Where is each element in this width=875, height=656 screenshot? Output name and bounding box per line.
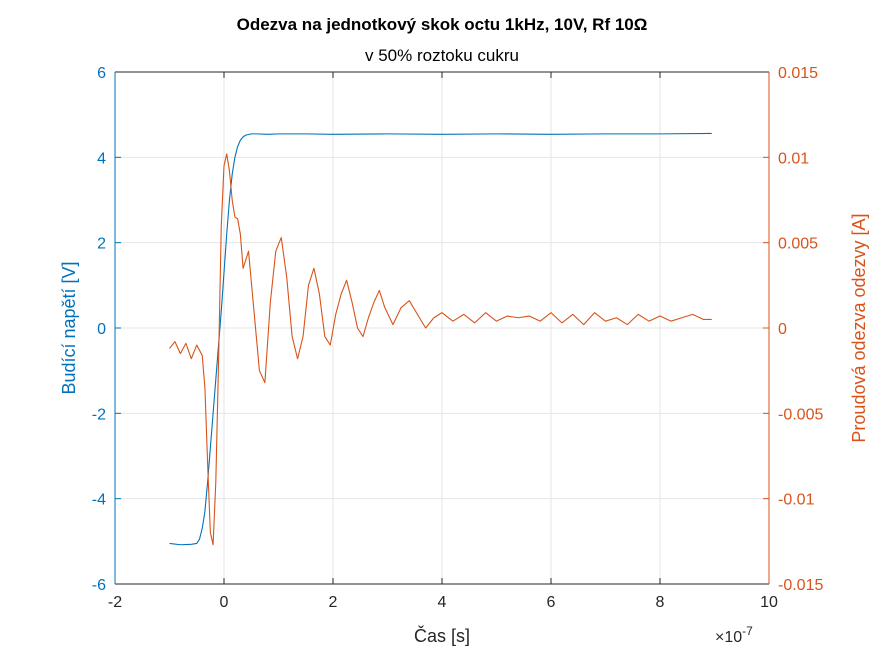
x-tick-label: -2 — [108, 594, 122, 611]
y-left-tick-label: 6 — [97, 65, 106, 82]
chart-title: Odezva na jednotkový skok octu 1kHz, 10V… — [237, 15, 648, 34]
axes: -2 0 2 4 6 8 10 -6 -4 -2 0 2 4 6 -0.015 -0.01 -0.005 0 0.0… — [92, 65, 824, 611]
y-right-tick-label: -0.005 — [778, 406, 823, 423]
y-left-tick-label: -2 — [92, 406, 106, 423]
x-exponent-base: ×10 — [715, 629, 742, 646]
grid — [114, 71, 770, 585]
y-left-axis-label: Budící napětí [V] — [59, 261, 79, 394]
y-right-axis-label: Proudová odezva odezvy [A] — [849, 213, 869, 442]
y-right-tick-label: 0.005 — [778, 236, 818, 253]
y-right-tick-label: -0.015 — [778, 577, 823, 594]
x-axis-label: Čas [s] — [414, 625, 470, 646]
y-right-tick-label: 0.015 — [778, 65, 818, 82]
x-tick-label: 6 — [547, 594, 556, 611]
y-right-tick-label: 0.01 — [778, 150, 809, 167]
chart-subtitle: v 50% roztoku cukru — [365, 46, 519, 65]
x-exponent: ×10-7 — [715, 624, 753, 646]
y-left-tick-label: 2 — [97, 236, 106, 253]
x-tick-label: 8 — [656, 594, 665, 611]
x-tick-label: 10 — [760, 594, 778, 611]
x-tick-label: 0 — [220, 594, 229, 611]
series-line-voltage — [169, 132, 712, 546]
y-left-tick-label: -6 — [92, 577, 106, 594]
x-tick-label: 2 — [329, 594, 338, 611]
y-left-tick-label: 0 — [97, 321, 106, 338]
y-left-tick-label: -4 — [92, 492, 106, 509]
series-line-current — [169, 153, 712, 546]
y-right-tick-label: -0.01 — [778, 492, 815, 509]
series-layer — [169, 132, 712, 546]
y-right-tick-label: 0 — [778, 321, 787, 338]
x-tick-label: 4 — [438, 594, 447, 611]
x-exponent-power: -7 — [742, 624, 753, 638]
y-left-tick-label: 4 — [97, 150, 106, 167]
